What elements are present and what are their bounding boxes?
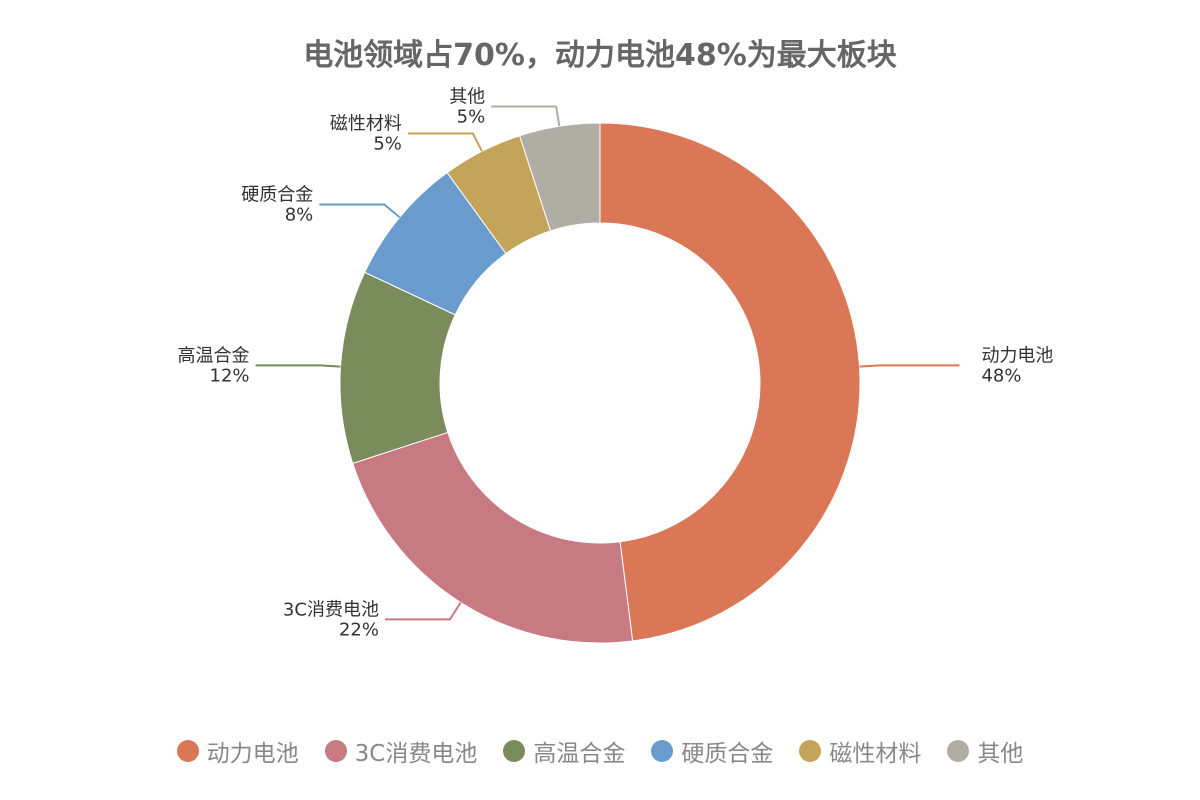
slice-0[interactable] xyxy=(599,122,861,642)
legend-item-3[interactable]: 硬质合金 xyxy=(651,734,773,768)
leader-line-4 xyxy=(407,132,483,152)
legend-item-2[interactable]: 高温合金 xyxy=(503,734,625,768)
slice-1[interactable] xyxy=(352,431,634,644)
legend-swatch-icon xyxy=(651,740,674,762)
slice-label-name-3: 硬质合金 xyxy=(241,185,313,206)
legend: 动力电池 3C消费电池 高温合金 硬质合金 磁性材料 其他 xyxy=(0,734,1200,768)
slices-group xyxy=(339,122,861,644)
slice-label-value-1: 22% xyxy=(339,619,379,640)
legend-label: 其他 xyxy=(977,741,1024,767)
slice-5[interactable] xyxy=(519,122,601,232)
legend-item-4[interactable]: 磁性材料 xyxy=(799,734,921,768)
slice-label-name-1: 3C消费电池 xyxy=(283,599,379,620)
legend-label: 磁性材料 xyxy=(829,741,922,767)
slice-label-value-3: 8% xyxy=(285,205,314,226)
legend-swatch-icon xyxy=(799,740,822,762)
leader-line-1 xyxy=(384,601,462,621)
leader-lines-group xyxy=(255,105,960,621)
slice-label-name-0: 动力电池 xyxy=(981,345,1053,366)
slice-label-name-2: 高温合金 xyxy=(178,345,250,366)
legend-label: 高温合金 xyxy=(533,741,626,767)
legend-item-1[interactable]: 3C消费电池 xyxy=(324,734,478,768)
legend-item-5[interactable]: 其他 xyxy=(947,734,1023,768)
legend-label: 动力电池 xyxy=(206,741,299,767)
chart-title: 电池领域占70%，动力电池48%为最大板块 xyxy=(303,38,897,73)
leader-line-5 xyxy=(491,105,561,127)
leader-line-3 xyxy=(319,203,401,219)
legend-swatch-icon xyxy=(324,740,347,762)
leader-line-0 xyxy=(859,364,960,368)
slice-label-value-4: 5% xyxy=(373,134,402,155)
slice-label-name-5: 其他 xyxy=(449,86,485,107)
slice-label-value-0: 48% xyxy=(981,365,1021,386)
legend-swatch-icon xyxy=(176,740,199,762)
slice-label-value-2: 12% xyxy=(210,365,250,386)
legend-swatch-icon xyxy=(947,740,970,762)
legend-label: 3C消费电池 xyxy=(354,741,478,767)
leader-line-2 xyxy=(255,364,341,368)
slice-label-value-5: 5% xyxy=(457,106,486,127)
legend-label: 硬质合金 xyxy=(681,741,774,767)
slice-label-name-4: 磁性材料 xyxy=(330,114,402,135)
legend-item-0[interactable]: 动力电池 xyxy=(176,734,299,768)
legend-swatch-icon xyxy=(503,740,526,762)
